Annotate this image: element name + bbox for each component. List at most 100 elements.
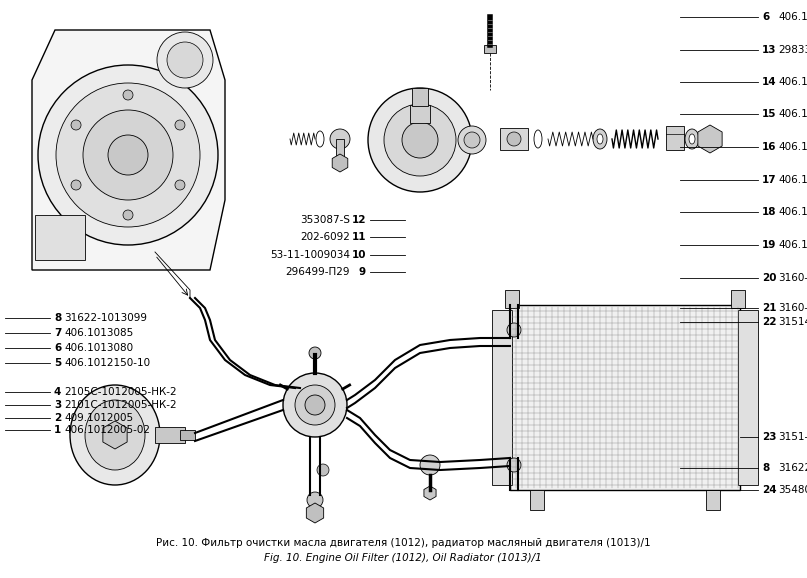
Circle shape xyxy=(123,210,133,220)
Text: 2101С-1012005-НК-2: 2101С-1012005-НК-2 xyxy=(64,400,177,410)
Text: Fig. 10. Engine Oil Filter (1012), Oil Radiator (1013)/1: Fig. 10. Engine Oil Filter (1012), Oil R… xyxy=(264,553,541,563)
Text: 17: 17 xyxy=(762,175,776,185)
Ellipse shape xyxy=(70,385,160,485)
Circle shape xyxy=(175,120,185,130)
Polygon shape xyxy=(32,30,225,270)
Text: 3160-1104110: 3160-1104110 xyxy=(778,303,807,313)
Text: 406.1013080: 406.1013080 xyxy=(64,343,133,353)
Circle shape xyxy=(384,104,456,176)
Text: 3160-3724077: 3160-3724077 xyxy=(778,273,807,283)
Ellipse shape xyxy=(85,400,145,470)
Polygon shape xyxy=(102,421,128,449)
Polygon shape xyxy=(307,503,324,523)
Text: 11: 11 xyxy=(352,232,366,242)
Polygon shape xyxy=(424,486,436,500)
Ellipse shape xyxy=(689,134,695,144)
Bar xyxy=(492,310,512,485)
Circle shape xyxy=(71,180,81,190)
Text: 296499-П29: 296499-П29 xyxy=(286,267,350,277)
Text: 23: 23 xyxy=(762,432,776,442)
Text: 2: 2 xyxy=(54,413,61,423)
Bar xyxy=(666,126,684,150)
Text: 19: 19 xyxy=(762,240,776,250)
Bar xyxy=(35,215,85,260)
Text: 298339-П29: 298339-П29 xyxy=(778,45,807,55)
Circle shape xyxy=(307,492,323,508)
Circle shape xyxy=(420,455,440,475)
Text: 1: 1 xyxy=(54,425,61,435)
Text: 13: 13 xyxy=(762,45,776,55)
Text: 31622-1013099: 31622-1013099 xyxy=(778,463,807,473)
Bar xyxy=(510,305,740,490)
Ellipse shape xyxy=(597,134,603,144)
Text: 406.1012005-02: 406.1012005-02 xyxy=(64,425,150,435)
Circle shape xyxy=(108,135,148,175)
Text: 10: 10 xyxy=(352,250,366,260)
Circle shape xyxy=(402,122,438,158)
Circle shape xyxy=(305,395,325,415)
Text: 202-6092: 202-6092 xyxy=(300,232,350,242)
Circle shape xyxy=(123,90,133,100)
Text: 18: 18 xyxy=(762,207,776,217)
Bar xyxy=(155,427,185,443)
Text: 3: 3 xyxy=(54,400,61,410)
Circle shape xyxy=(458,126,486,154)
Text: 15: 15 xyxy=(762,109,776,119)
Text: 3151-1013010-02: 3151-1013010-02 xyxy=(778,432,807,442)
Text: 406.1013082: 406.1013082 xyxy=(778,240,807,250)
Polygon shape xyxy=(698,125,722,153)
Text: 12: 12 xyxy=(352,215,366,225)
Circle shape xyxy=(464,132,480,148)
Circle shape xyxy=(507,458,521,472)
Text: 16: 16 xyxy=(762,142,776,152)
Text: 6: 6 xyxy=(762,12,769,22)
Text: 53-11-1009034: 53-11-1009034 xyxy=(270,250,350,260)
Text: 5: 5 xyxy=(54,358,61,368)
Circle shape xyxy=(330,129,350,149)
Circle shape xyxy=(507,323,521,337)
Circle shape xyxy=(175,180,185,190)
Ellipse shape xyxy=(593,129,607,149)
Text: 14: 14 xyxy=(762,77,776,87)
Text: 9: 9 xyxy=(359,267,366,277)
Circle shape xyxy=(368,88,472,192)
Bar xyxy=(706,490,720,510)
Text: 22: 22 xyxy=(762,317,776,327)
Text: 353087-S: 353087-S xyxy=(300,215,350,225)
Text: 21: 21 xyxy=(762,303,776,313)
Circle shape xyxy=(38,65,218,245)
Circle shape xyxy=(83,110,173,200)
Text: 4: 4 xyxy=(54,387,61,397)
Text: 406.1013058: 406.1013058 xyxy=(778,175,807,185)
Text: 31622-1013099: 31622-1013099 xyxy=(64,313,147,323)
Text: 406.1013103-01: 406.1013103-01 xyxy=(778,142,807,152)
Text: 406.1013085: 406.1013085 xyxy=(64,328,133,338)
Bar xyxy=(738,310,758,485)
Bar xyxy=(731,290,745,308)
Text: 8: 8 xyxy=(762,463,769,473)
Circle shape xyxy=(283,373,347,437)
Bar xyxy=(530,490,544,510)
Text: 406.1013081: 406.1013081 xyxy=(778,77,807,87)
Text: 24: 24 xyxy=(762,485,776,495)
Text: 406.1013080: 406.1013080 xyxy=(778,12,807,22)
Bar xyxy=(180,430,195,440)
Text: 6: 6 xyxy=(54,343,61,353)
Circle shape xyxy=(167,42,203,78)
Text: 8: 8 xyxy=(54,313,61,323)
Circle shape xyxy=(317,464,329,476)
Text: 406.1013169: 406.1013169 xyxy=(778,207,807,217)
Ellipse shape xyxy=(685,129,699,149)
Circle shape xyxy=(157,32,213,88)
Text: 406.1012150-10: 406.1012150-10 xyxy=(64,358,150,368)
Polygon shape xyxy=(332,154,348,172)
Bar xyxy=(336,139,344,159)
Text: Рис. 10. Фильтр очистки масла двигателя (1012), радиатор масляный двигателя (101: Рис. 10. Фильтр очистки масла двигателя … xyxy=(156,538,650,548)
Bar xyxy=(505,290,519,308)
Circle shape xyxy=(507,132,521,146)
Bar xyxy=(500,128,528,150)
Circle shape xyxy=(309,347,321,359)
Circle shape xyxy=(56,83,200,227)
Bar xyxy=(484,45,496,53)
Bar xyxy=(410,105,430,123)
